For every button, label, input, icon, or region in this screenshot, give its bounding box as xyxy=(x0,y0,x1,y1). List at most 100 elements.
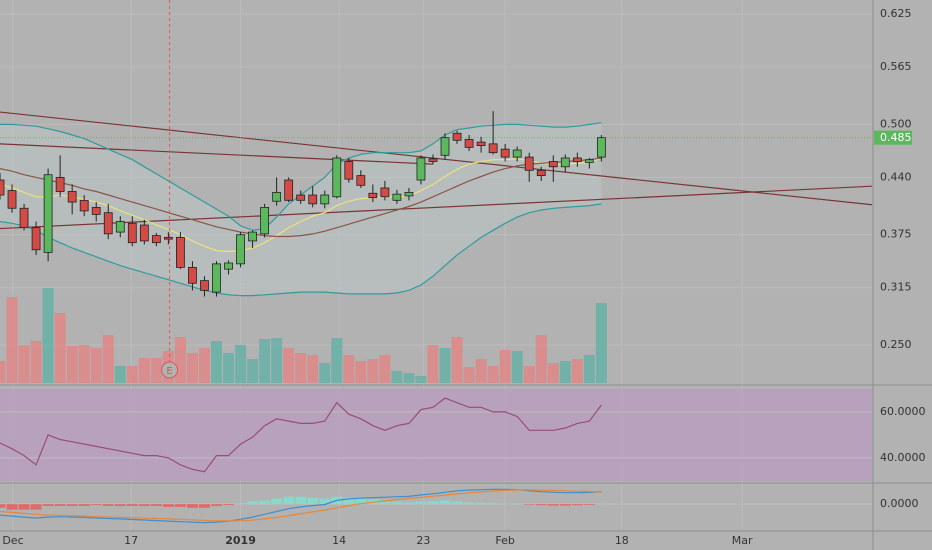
volume-bar xyxy=(559,361,571,383)
x-tick-label: 18 xyxy=(615,534,629,547)
candle-body xyxy=(79,199,89,212)
candle-body xyxy=(320,194,330,205)
candle-body xyxy=(260,206,270,235)
volume-bar xyxy=(198,348,210,383)
candle-body xyxy=(224,262,233,270)
macd-histogram-bar xyxy=(102,504,114,506)
y-tick-label: 40.0000 xyxy=(880,451,926,464)
rsi-band xyxy=(0,388,872,481)
macd-line xyxy=(0,488,602,524)
macd-line xyxy=(0,489,602,522)
macd-histogram-bar xyxy=(451,501,463,505)
candle-body xyxy=(176,236,185,268)
volume-bar xyxy=(595,303,607,383)
candle-body xyxy=(19,207,29,229)
candle-body xyxy=(596,137,606,158)
candle-body xyxy=(188,266,197,284)
macd-histogram-bar xyxy=(235,503,247,505)
macd-histogram-bar xyxy=(198,504,210,508)
volume-bar xyxy=(571,359,583,383)
rsi-line xyxy=(0,397,602,473)
macd-histogram-bar xyxy=(415,501,427,505)
candle-body xyxy=(548,161,558,168)
event-label: E xyxy=(166,366,172,377)
macd-histogram-bar xyxy=(403,502,415,505)
volume-bar xyxy=(259,339,271,383)
candle-body xyxy=(115,221,125,233)
macd-histogram-bar xyxy=(595,503,607,505)
y-tick-label: 0.0000 xyxy=(880,497,919,510)
y-tick-label: 0.315 xyxy=(880,281,912,294)
macd-histogram-bar xyxy=(283,496,295,505)
candle-body xyxy=(272,191,282,202)
candle-body xyxy=(512,149,522,158)
volume-bar xyxy=(0,361,6,383)
volume-bar xyxy=(30,341,42,383)
macd-histogram-bar xyxy=(391,501,403,505)
macd-histogram-bar xyxy=(78,504,90,506)
volume-bar xyxy=(90,348,102,383)
candle-body xyxy=(55,176,65,192)
volume-bar xyxy=(186,353,198,383)
macd-histogram-bar xyxy=(259,500,271,505)
x-tick-label: 23 xyxy=(416,534,430,547)
volume-bar xyxy=(535,335,547,383)
macd-histogram-bar xyxy=(162,504,174,507)
candle-body xyxy=(500,148,510,158)
indicator-line xyxy=(0,157,602,253)
volume-bar xyxy=(487,366,499,383)
candle-body xyxy=(356,175,366,186)
macd-histogram-bar xyxy=(223,504,235,506)
macd-histogram-bar xyxy=(307,497,319,505)
macd-histogram-bar xyxy=(247,501,259,505)
trendline xyxy=(0,143,434,165)
volume-bar xyxy=(18,345,30,383)
volume-bar xyxy=(403,373,415,383)
volume-bar xyxy=(511,351,523,383)
candle-body xyxy=(560,157,570,168)
x-tick-label: 17 xyxy=(124,534,138,547)
candle-body xyxy=(67,191,77,203)
volume-bar xyxy=(42,288,54,383)
candle-body xyxy=(572,157,582,162)
volume-bar xyxy=(343,355,355,383)
band-fill xyxy=(0,122,602,296)
y-tick-label: 0.625 xyxy=(880,7,912,20)
macd-histogram-bar xyxy=(487,503,499,505)
macd-histogram-bar xyxy=(379,500,391,505)
candle-body xyxy=(7,190,17,209)
macd-histogram-bar xyxy=(343,497,355,505)
candle-body xyxy=(248,231,257,242)
macd-histogram-bar xyxy=(535,504,547,506)
macd-histogram-bar xyxy=(174,504,186,507)
macd-histogram-bar xyxy=(463,502,475,505)
y-tick-label: 0.500 xyxy=(880,117,912,130)
candle-body xyxy=(428,158,438,162)
volume-bar xyxy=(451,337,463,383)
candle-body xyxy=(0,179,5,196)
macd-histogram-bar xyxy=(42,504,54,506)
candle-body xyxy=(332,157,342,198)
macd-histogram-bar xyxy=(150,504,162,506)
volume-bar xyxy=(367,359,379,383)
y-tick-label: 0.375 xyxy=(880,228,912,241)
macd-histogram-bar xyxy=(0,504,6,508)
macd-histogram-bar xyxy=(583,504,595,505)
macd-histogram-bar xyxy=(319,498,331,505)
candle-body xyxy=(416,157,426,181)
volume-bar xyxy=(283,348,295,383)
event-marker xyxy=(161,361,179,379)
indicator-line xyxy=(0,157,602,238)
macd-histogram-bar xyxy=(138,504,150,506)
candle-body xyxy=(151,235,161,244)
candle-body xyxy=(452,132,462,141)
macd-histogram-bar xyxy=(54,504,66,506)
candle-body xyxy=(524,156,534,171)
volume-bar xyxy=(210,341,222,383)
candle-body xyxy=(139,224,149,242)
candle-body xyxy=(296,194,306,201)
macd-histogram-bar xyxy=(439,500,451,505)
candle-body xyxy=(308,194,318,205)
volume-bar xyxy=(331,338,343,383)
volume-bar xyxy=(138,358,150,383)
